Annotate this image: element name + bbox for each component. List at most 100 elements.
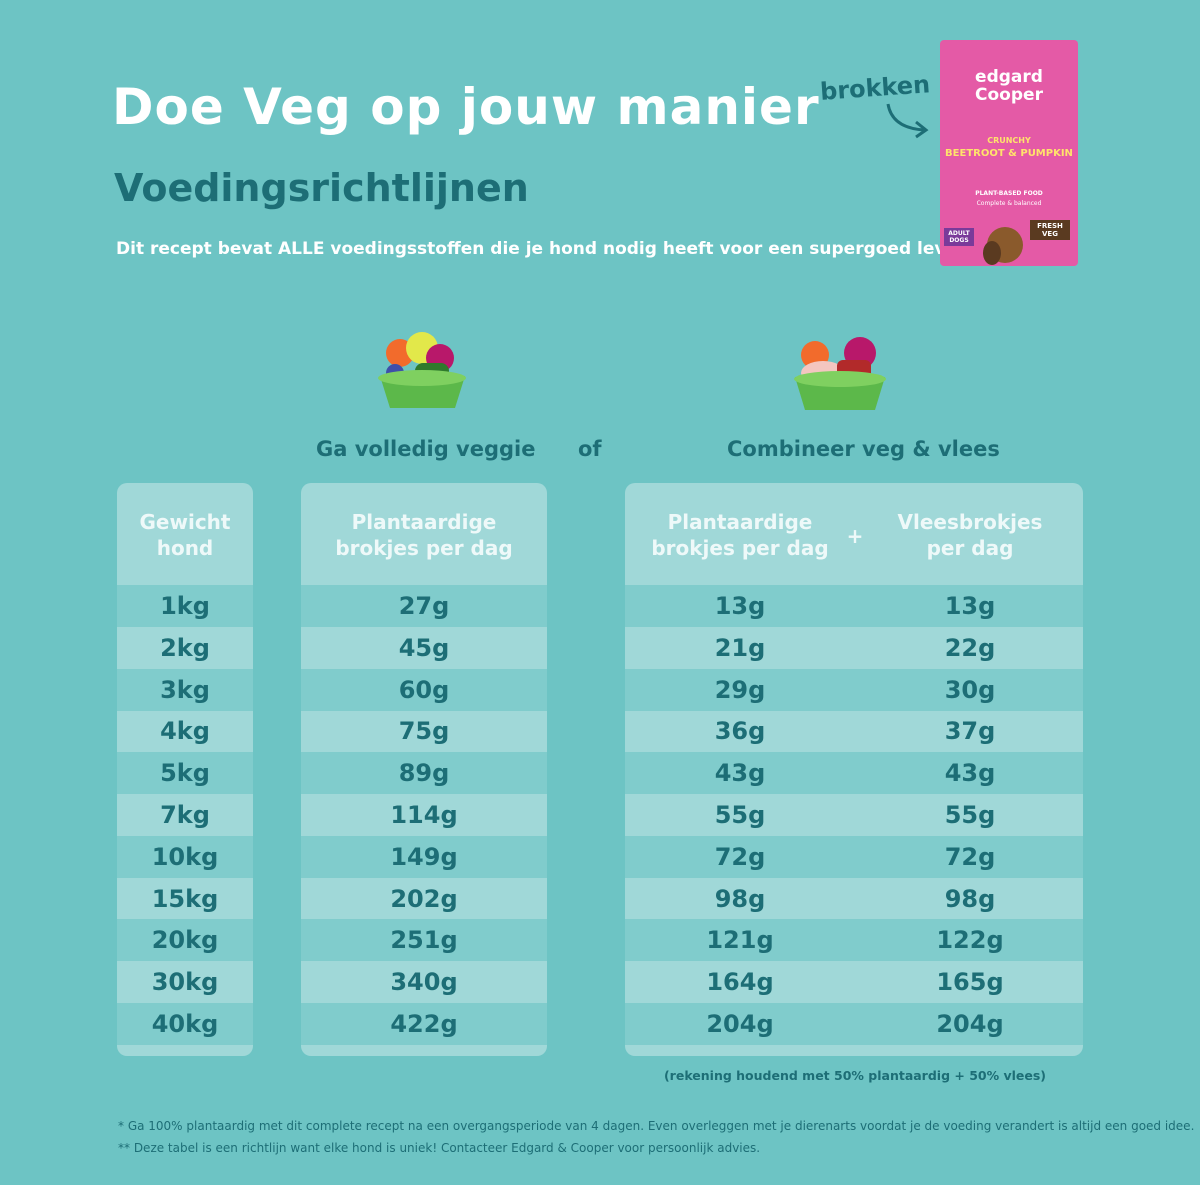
target: ADULT DOGS — [944, 228, 974, 246]
table-cell: 21g — [714, 633, 766, 662]
table-row: 45g — [301, 627, 547, 669]
table-row: 1kg — [117, 585, 253, 627]
table-cell: 15kg — [151, 884, 219, 913]
table-row: 164g 165g — [625, 961, 1083, 1003]
table-cell: 122g — [936, 926, 1004, 955]
flavor: BEETROOT & PUMPKIN — [945, 148, 1073, 159]
note: (rekening houdend met 50% plantaardig + … — [663, 1068, 1047, 1083]
brand: edgard Cooper — [975, 67, 1043, 105]
header-cell: Vleesbrokjes per dag — [897, 510, 1043, 560]
header-cell: Plantaardige brokjes per dag — [335, 510, 513, 560]
table-cell: 37g — [944, 717, 996, 746]
table-cell: 60g — [398, 675, 450, 704]
table-cell: 20kg — [151, 926, 219, 955]
table-row: 251g — [301, 919, 547, 962]
combined-columns: Plantaardige brokjes per dag + Vleesbrok… — [625, 483, 1083, 1056]
table-row: 72g 72g — [625, 835, 1083, 878]
table-cell: 40kg — [151, 1010, 219, 1038]
subtitle: Voedingsrichtlijnen — [114, 166, 529, 210]
table-row: 114g — [301, 794, 547, 836]
intro: Dit recept bevat ALLE voedingsstoffen di… — [116, 239, 970, 259]
option-or: of — [578, 437, 602, 461]
claim: PLANT-BASED FOOD — [975, 190, 1043, 197]
table-row: 15kg — [117, 878, 253, 920]
option-veggie: Ga volledig veggie — [316, 437, 536, 461]
table-row: 2kg — [117, 627, 253, 669]
table-cell: 72g — [714, 842, 766, 871]
veggie-bowl — [378, 332, 466, 408]
dog-illustration — [983, 227, 1023, 265]
table-row: 121g 122g — [625, 919, 1083, 962]
table-cell: 98g — [944, 884, 996, 913]
table-row: 4kg — [117, 710, 253, 752]
plus: + — [846, 524, 864, 548]
table-row: 89g — [301, 752, 547, 795]
table-cell: 340g — [390, 968, 458, 997]
table-cell: 3kg — [160, 675, 210, 704]
table-cell: 43g — [944, 759, 996, 788]
table-row: 30kg — [117, 961, 253, 1003]
table-cell: 7kg — [160, 801, 210, 829]
table-cell: 89g — [398, 759, 450, 788]
table-row: 3kg — [117, 668, 253, 711]
header-cell: Plantaardige brokjes per dag — [651, 510, 829, 560]
footnote: ** Deze tabel is een richtlijn want elke… — [118, 1141, 761, 1155]
table-cell: 75g — [398, 717, 450, 746]
table-row: 340g — [301, 961, 547, 1003]
table-cell: 251g — [390, 926, 458, 955]
table-row: 29g 30g — [625, 668, 1083, 711]
table-row: 149g — [301, 835, 547, 878]
table-cell: 10kg — [151, 842, 219, 871]
table-cell: 204g — [936, 1010, 1004, 1038]
header-cell: Gewicht hond — [139, 510, 231, 560]
arrow — [886, 103, 929, 139]
table-cell: 422g — [390, 1010, 458, 1038]
table-cell: 1kg — [160, 592, 210, 620]
table-cell: 29g — [714, 675, 766, 704]
table-cell: 164g — [706, 968, 774, 997]
table-row: 20kg — [117, 919, 253, 962]
table-row: 7kg — [117, 794, 253, 836]
table-cell: 72g — [944, 842, 996, 871]
table-row: 36g 37g — [625, 710, 1083, 752]
table-cell: 165g — [936, 968, 1004, 997]
table-row: 43g 43g — [625, 752, 1083, 795]
table-row: 21g 22g — [625, 627, 1083, 669]
table-row: 60g — [301, 668, 547, 711]
table-row: 55g 55g — [625, 794, 1083, 836]
mixed-bowl — [794, 337, 886, 410]
product-package: edgard Cooper CRUNCHY BEETROOT & PUMPKIN… — [940, 40, 1078, 266]
table-cell: 55g — [714, 801, 766, 829]
table-row: 27g — [301, 585, 547, 627]
table-row: 40kg — [117, 1003, 253, 1045]
table-cell: 114g — [390, 801, 458, 829]
table-row: 202g — [301, 878, 547, 920]
badge: FRESH VEG — [1030, 220, 1070, 240]
table-row: 75g — [301, 710, 547, 752]
table-row: 10kg — [117, 835, 253, 878]
table-cell: 55g — [944, 801, 996, 829]
table-cell: 202g — [390, 884, 458, 913]
table-cell: 121g — [706, 926, 774, 955]
table-cell: 13g — [714, 592, 766, 620]
table-cell: 4kg — [160, 717, 210, 746]
table-row: 5kg — [117, 752, 253, 795]
table-cell: 149g — [390, 842, 458, 871]
table-cell: 30kg — [151, 968, 219, 997]
claim-sub: Complete & balanced — [976, 200, 1042, 207]
table-cell: 27g — [398, 592, 450, 620]
table-cell: 2kg — [160, 633, 210, 662]
flavor-prefix: CRUNCHY — [987, 136, 1031, 145]
table-row: 98g 98g — [625, 878, 1083, 920]
table-cell: 43g — [714, 759, 766, 788]
table-cell: 22g — [944, 633, 996, 662]
table-row: 422g — [301, 1003, 547, 1045]
option-combined: Combineer veg & vlees — [727, 437, 1000, 461]
table-cell: 204g — [706, 1010, 774, 1038]
table-cell: 30g — [944, 675, 996, 704]
weight-column: Gewicht hond 1kg 2kg 3kg 4kg 5kg 7kg 10kg 15kg 2… — [117, 483, 253, 1056]
table-row: 204g 204g — [625, 1003, 1083, 1045]
title: Doe Veg op jouw manier — [112, 78, 820, 136]
table-cell: 45g — [398, 633, 450, 662]
